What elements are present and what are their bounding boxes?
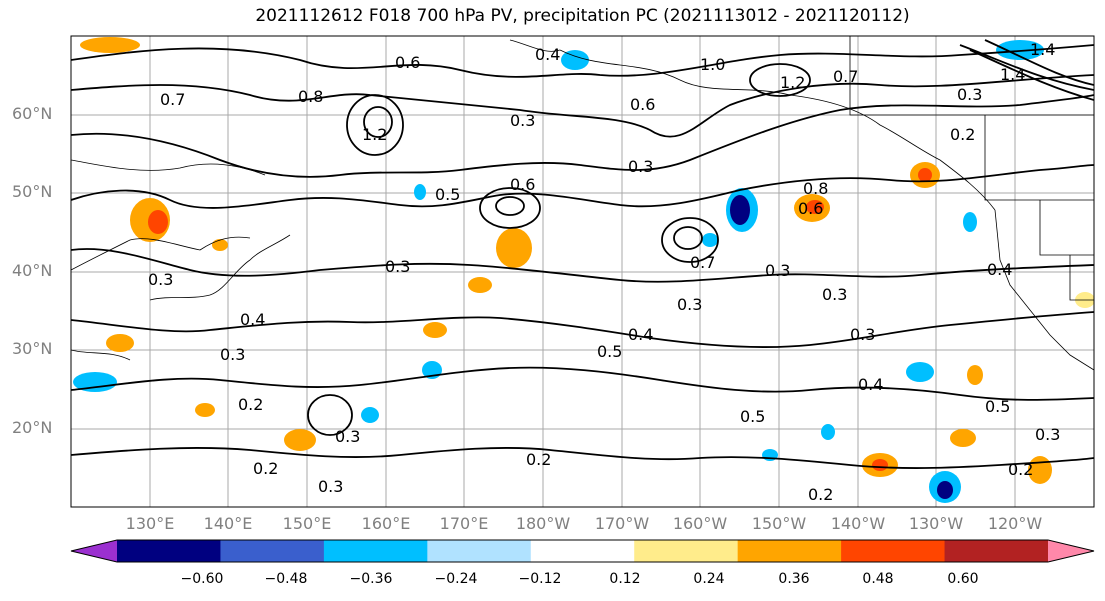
contour-label: 0.3 xyxy=(850,325,875,344)
map-title: 2021112612 F018 700 hPa PV, precipitatio… xyxy=(255,6,910,26)
colorbar-tick-label: 0.24 xyxy=(693,571,725,587)
contour-label: 0.4 xyxy=(858,375,883,394)
lon-label: 150°E xyxy=(282,514,332,533)
colorbar-segment xyxy=(841,540,946,562)
colorbar xyxy=(70,539,1095,563)
colorbar-tick-label: 0.48 xyxy=(862,571,894,587)
contour-label: 0.6 xyxy=(395,53,420,72)
contour-label: 0.3 xyxy=(765,261,790,280)
contour-label: 0.2 xyxy=(1008,460,1033,479)
colorbar-tick-label: 0.60 xyxy=(947,571,979,587)
contour-label: 0.3 xyxy=(318,477,343,496)
contour-label: 0.2 xyxy=(238,395,263,414)
colorbar-tick-label: −0.48 xyxy=(264,571,308,587)
contour-label: 0.2 xyxy=(808,485,833,504)
contour-label: 0.3 xyxy=(510,111,535,130)
lat-label: 30°N xyxy=(12,339,53,358)
contour-label: 1.4 xyxy=(1030,40,1055,59)
lon-label: 170°E xyxy=(439,514,489,533)
contour-label: 0.8 xyxy=(803,179,828,198)
lat-label: 50°N xyxy=(12,182,53,201)
contour-label: 0.2 xyxy=(526,450,551,469)
contour-label: 0.3 xyxy=(822,285,847,304)
colorbar-tick-label: 0.12 xyxy=(609,571,641,587)
contour-label: 0.5 xyxy=(740,407,765,426)
contour-label: 1.2 xyxy=(362,125,387,144)
colorbar-segment xyxy=(220,540,325,562)
contour-label: 0.3 xyxy=(385,257,410,276)
contour-label: 0.8 xyxy=(298,87,323,106)
lon-label: 160°E xyxy=(361,514,411,533)
precip-shading xyxy=(73,37,1094,503)
lon-label: 130°W xyxy=(908,514,964,533)
contour-label: 0.2 xyxy=(253,459,278,478)
colorbar-segment xyxy=(323,540,428,562)
colorbar-tick-label: −0.12 xyxy=(518,571,562,587)
contour-label: 0.5 xyxy=(435,185,460,204)
contour-label: 0.3 xyxy=(628,157,653,176)
contour-label: 0.3 xyxy=(148,270,173,289)
colorbar-tick-label: −0.24 xyxy=(434,571,478,587)
contour-label: 0.6 xyxy=(630,95,655,114)
contour-label: 0.3 xyxy=(1035,425,1060,444)
colorbar-tick-label: 0.36 xyxy=(778,571,810,587)
colorbar-tick-label: −0.60 xyxy=(180,571,224,587)
colorbar-extend-high xyxy=(1048,540,1094,562)
lon-label: 130°E xyxy=(125,514,175,533)
contour-label: 0.7 xyxy=(160,90,185,109)
colorbar-outline xyxy=(70,539,1095,563)
contour-label: 0.7 xyxy=(833,67,858,86)
lat-label: 20°N xyxy=(12,418,53,437)
lat-label: 60°N xyxy=(12,104,53,123)
lon-label: 160°W xyxy=(672,514,728,533)
lon-label: 140°W xyxy=(830,514,886,533)
contour-label: 0.5 xyxy=(597,342,622,361)
lon-label: 140°E xyxy=(203,514,253,533)
colorbar-tick-label: −0.36 xyxy=(349,571,393,587)
borders xyxy=(849,36,1094,301)
contour-label: 0.4 xyxy=(628,325,653,344)
contour-label: 0.5 xyxy=(985,397,1010,416)
contour-label: 0.3 xyxy=(220,345,245,364)
contour-label: 1.4 xyxy=(1000,65,1025,84)
lon-label: 120°W xyxy=(987,514,1043,533)
colorbar-extend-low xyxy=(71,540,117,562)
lon-label: 180°W xyxy=(515,514,571,533)
contour-label: 1.0 xyxy=(700,55,725,74)
contour-label: 0.6 xyxy=(798,199,823,218)
contour-label: 0.4 xyxy=(240,310,265,329)
contour-label: 0.3 xyxy=(335,427,360,446)
colorbar-segment xyxy=(530,540,635,562)
contour-label: 0.4 xyxy=(535,45,560,64)
pv-contours xyxy=(71,39,1094,469)
contour-label: 0.3 xyxy=(957,85,982,104)
colorbar-segment xyxy=(944,540,1049,562)
contour-label: 0.2 xyxy=(950,125,975,144)
contour-label: 1.2 xyxy=(780,73,805,92)
colorbar-segment xyxy=(117,540,221,562)
contour-label: 0.4 xyxy=(987,260,1012,279)
contour-label: 0.7 xyxy=(690,253,715,272)
colorbar-segment xyxy=(737,540,842,562)
contour-label: 0.6 xyxy=(510,175,535,194)
contour-label-group: 0.8 0.7 0.6 0.4 0.3 0.5 0.3 0.3 0.3 0.3 … xyxy=(148,40,1060,504)
lat-label: 40°N xyxy=(12,261,53,280)
colorbar-segment xyxy=(427,540,532,562)
plot-frame xyxy=(70,35,1095,508)
colorbar-segment xyxy=(634,540,739,562)
lon-label: 150°W xyxy=(751,514,807,533)
lon-label: 170°W xyxy=(594,514,650,533)
contour-label: 0.3 xyxy=(677,295,702,314)
